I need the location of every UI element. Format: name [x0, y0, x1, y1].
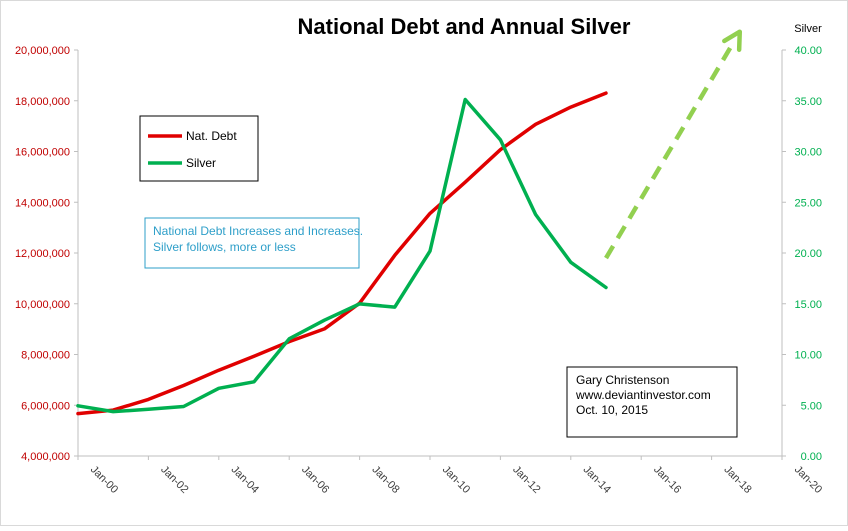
series-line-silver	[76, 97, 608, 414]
projection-arrow-head	[722, 29, 743, 52]
y-right-tick-label: 0.00	[801, 451, 822, 463]
annotation-credit-line-1: Gary Christenson	[576, 373, 669, 387]
y-left-tick-label: 20,000,000	[15, 45, 70, 57]
y-left-tick-label: 6,000,000	[21, 400, 70, 412]
annotation-note-box	[144, 217, 360, 269]
legend-label-nat-debt: Nat. Debt	[186, 129, 237, 143]
y-left-tick-label: 12,000,000	[15, 248, 70, 260]
annotation-note: National Debt Increases and Increases. S…	[144, 217, 363, 269]
y-left-tick-label: 8,000,000	[21, 350, 70, 362]
projection-arrow-shaft	[604, 39, 737, 260]
annotation-credit: Gary Christenson www.deviantinvestor.com…	[566, 366, 738, 438]
series-lines	[76, 91, 608, 416]
y-left-tick-label: 14,000,000	[15, 197, 70, 209]
chart-title: National Debt and Annual Silver	[298, 14, 631, 39]
legend-box	[139, 115, 259, 182]
y-right-tick-label: 10.00	[794, 350, 822, 362]
series-line-nat-debt	[76, 91, 608, 416]
y-left-tick-label: 18,000,000	[15, 96, 70, 108]
projection-arrow	[604, 29, 743, 260]
legend: Nat. Debt Silver	[139, 115, 259, 182]
y-right-tick-label: 20.00	[794, 248, 822, 260]
annotation-note-line-1: National Debt Increases and Increases.	[153, 224, 363, 238]
y-left-tick-label: 4,000,000	[21, 451, 70, 463]
annotation-credit-line-2: www.deviantinvestor.com	[575, 388, 711, 402]
y-right-tick-label: 35.00	[794, 96, 822, 108]
legend-label-silver: Silver	[186, 156, 216, 170]
y-right-tick-label: 30.00	[794, 147, 822, 159]
y-right-tick-label: 25.00	[794, 197, 822, 209]
y-left-tick-label: 16,000,000	[15, 147, 70, 159]
annotation-credit-line-3: Oct. 10, 2015	[576, 403, 648, 417]
y-right-tick-label: 5.00	[801, 400, 822, 412]
y-right-tick-label: 15.00	[794, 299, 822, 311]
y-left-tick-label: 10,000,000	[15, 299, 70, 311]
annotation-note-line-2: Silver follows, more or less	[153, 240, 296, 254]
right-axis-title: Silver	[794, 23, 822, 35]
annotation-credit-box	[566, 366, 738, 438]
y-right-tick-label: 40.00	[794, 45, 822, 57]
